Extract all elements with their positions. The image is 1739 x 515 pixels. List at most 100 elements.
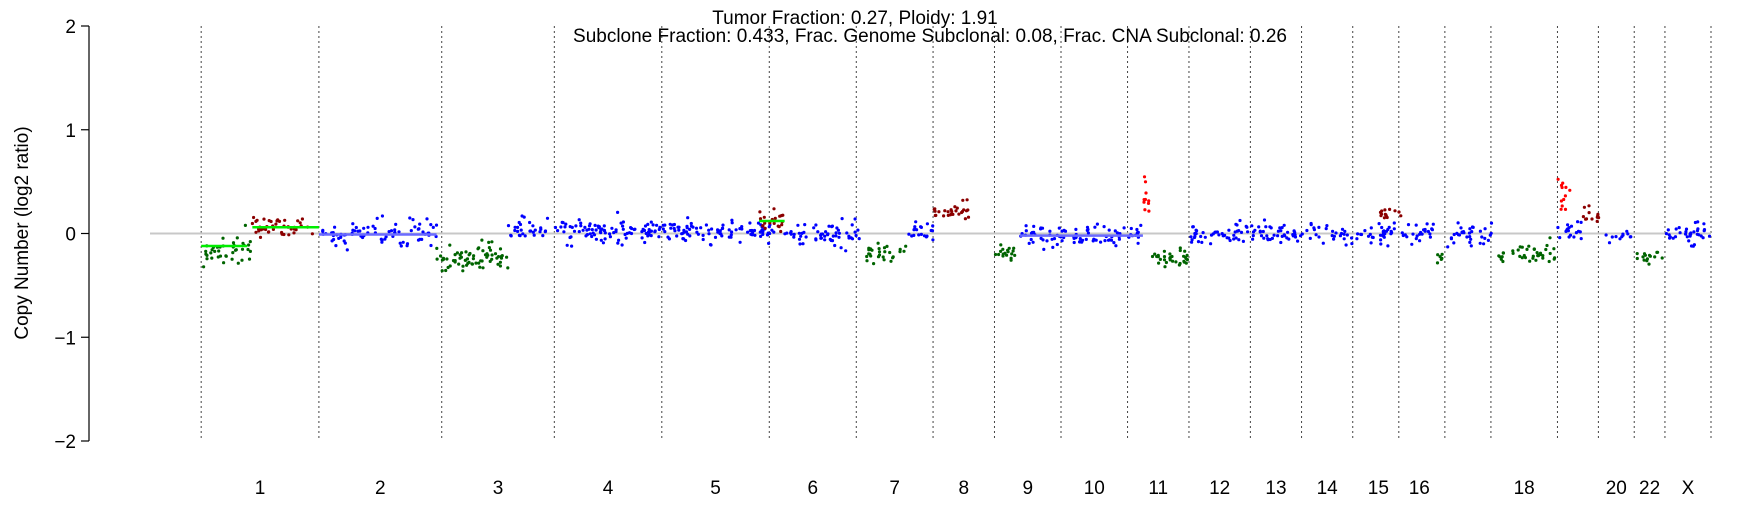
- data-point-neutral: [1406, 223, 1411, 227]
- data-point-neutral: [434, 223, 439, 227]
- data-point-neutral: [1342, 237, 1346, 241]
- data-point-loss: [461, 264, 465, 268]
- data-point-neutral: [1282, 223, 1286, 227]
- data-point-loss: [865, 259, 869, 263]
- data-point-neutral: [531, 224, 535, 228]
- data-point-loss: [1548, 251, 1552, 256]
- data-point-neutral: [730, 230, 734, 234]
- data-point-neutral: [389, 229, 394, 233]
- data-point-neutral: [1234, 236, 1238, 240]
- data-point-neutral: [1449, 236, 1453, 240]
- data-point-loss: [224, 254, 228, 258]
- data-point-neutral: [1115, 231, 1119, 235]
- data-point-neutral: [1392, 221, 1396, 225]
- data-point-neutral: [1042, 247, 1046, 251]
- data-point-loss: [1001, 247, 1005, 251]
- data-point-neutral: [831, 234, 835, 238]
- data-point-neutral: [694, 226, 699, 230]
- data-point-neutral: [1478, 241, 1482, 245]
- data-point-amplification: [1142, 175, 1147, 179]
- data-point-neutral: [837, 235, 841, 239]
- data-point-neutral: [1480, 235, 1484, 239]
- data-point-neutral: [925, 222, 930, 226]
- data-point-loss: [474, 261, 478, 265]
- data-point-neutral: [657, 227, 661, 232]
- data-point-loss: [1164, 260, 1168, 265]
- data-point-loss: [471, 257, 475, 261]
- data-point-neutral: [1414, 223, 1418, 227]
- data-point-neutral: [1107, 228, 1111, 232]
- data-point-neutral: [1279, 240, 1283, 245]
- data-point-loss: [247, 257, 252, 261]
- data-points: [202, 175, 1712, 273]
- data-point-neutral: [1384, 229, 1389, 233]
- data-point-neutral: [581, 228, 585, 232]
- data-point-neutral: [513, 225, 517, 229]
- data-point-neutral: [623, 232, 627, 237]
- data-point-loss: [1436, 253, 1440, 257]
- data-point-loss: [499, 254, 504, 258]
- data-point-neutral: [1199, 234, 1203, 239]
- data-point-neutral: [1045, 239, 1049, 243]
- data-point-neutral: [1221, 234, 1225, 238]
- data-point-gain: [1587, 204, 1591, 208]
- data-point-neutral: [1238, 218, 1242, 223]
- data-point-loss: [1001, 254, 1005, 258]
- data-point-neutral: [416, 227, 420, 231]
- data-point-neutral: [1569, 224, 1574, 228]
- data-point-neutral: [1272, 233, 1276, 237]
- data-point-neutral: [1392, 227, 1396, 231]
- data-point-neutral: [1317, 235, 1321, 239]
- data-point-neutral: [429, 243, 433, 248]
- data-point-neutral: [1225, 236, 1229, 240]
- data-point-neutral: [519, 228, 523, 232]
- data-point-loss: [498, 247, 503, 251]
- data-point-neutral: [931, 224, 935, 228]
- data-point-neutral: [789, 232, 793, 236]
- data-point-neutral: [1567, 235, 1571, 239]
- data-point-loss: [888, 250, 892, 255]
- data-point-neutral: [727, 235, 731, 239]
- data-point-loss: [202, 265, 206, 269]
- data-point-neutral: [1209, 242, 1213, 246]
- data-point-neutral: [1136, 241, 1140, 245]
- data-point-neutral: [1707, 234, 1712, 238]
- data-point-neutral: [643, 240, 647, 245]
- data-point-neutral: [1232, 237, 1236, 241]
- data-point-neutral: [358, 229, 362, 233]
- data-point-neutral: [587, 227, 591, 231]
- data-point-loss: [1162, 249, 1166, 253]
- data-point-neutral: [387, 230, 391, 234]
- data-point-gain: [763, 226, 767, 230]
- data-point-neutral: [1296, 239, 1300, 243]
- data-point-loss: [496, 255, 501, 259]
- data-point-neutral: [1564, 229, 1568, 233]
- data-point-loss: [1178, 261, 1182, 266]
- data-point-gain: [298, 221, 302, 225]
- data-point-gain: [1590, 217, 1594, 221]
- chromosome-label: 14: [1317, 478, 1339, 499]
- data-point-neutral: [1626, 232, 1630, 236]
- data-point-gain: [258, 235, 263, 239]
- data-point-neutral: [1280, 226, 1284, 230]
- data-point-neutral: [1084, 237, 1088, 241]
- data-point-loss: [1642, 258, 1646, 262]
- data-point-loss: [470, 262, 474, 266]
- data-point-gain: [933, 209, 937, 213]
- data-point-neutral: [585, 233, 590, 237]
- data-point-neutral: [577, 230, 581, 234]
- data-point-neutral: [912, 233, 916, 237]
- data-point-gain: [942, 214, 946, 218]
- data-point-gain: [772, 221, 776, 225]
- data-point-neutral: [629, 226, 633, 230]
- data-point-neutral: [373, 226, 377, 231]
- data-point-neutral: [610, 226, 614, 230]
- data-point-neutral: [572, 229, 577, 233]
- data-point-neutral: [1244, 224, 1248, 228]
- data-point-neutral: [814, 237, 818, 241]
- data-point-neutral: [564, 222, 568, 226]
- data-point-loss: [457, 262, 461, 266]
- data-point-neutral: [854, 233, 858, 238]
- data-point-neutral: [1268, 225, 1272, 229]
- data-point-loss: [1641, 255, 1645, 259]
